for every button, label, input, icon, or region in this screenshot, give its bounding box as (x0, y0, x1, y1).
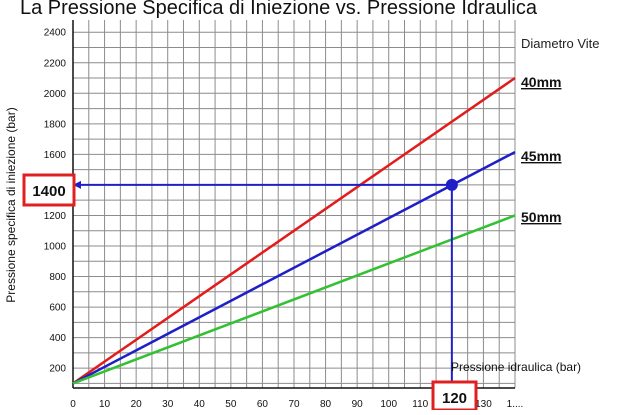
highlight-guides (73, 178, 458, 384)
y-highlight-label: 1400 (32, 183, 65, 200)
series-lines (72, 76, 516, 385)
x-tick-label: 80 (320, 399, 332, 410)
x-tick-label: 40 (194, 399, 206, 410)
y-tick-label: 400 (49, 333, 66, 344)
y-tick-label: 2400 (44, 28, 67, 39)
x-tick-label: 130 (475, 399, 492, 410)
legend-title: Diametro Vite (521, 36, 600, 51)
y-tick-label: 2000 (44, 89, 67, 100)
y-tick-label: 2200 (44, 58, 67, 69)
series-line-40mm (72, 76, 516, 385)
y-tick-label: 1000 (44, 241, 67, 252)
chart-title: La Pressione Specifica di Iniezione vs. … (20, 0, 538, 19)
x-tick-label: 90 (352, 399, 364, 410)
x-tick-label: 20 (131, 399, 143, 410)
series-label-50mm: 50mm (521, 209, 561, 225)
grid (73, 20, 516, 388)
y-highlight-box (22, 173, 76, 207)
y-tick-label: 600 (49, 303, 66, 314)
x-tick-label: 110 (412, 399, 428, 410)
x-tick-label: 10 (99, 399, 111, 410)
highlight-arrow-left (73, 180, 81, 189)
y-tick-label: 800 (49, 272, 66, 283)
y-axis-label: Pressione specifica di iniezione (bar) (4, 107, 18, 302)
series-label-45mm: 45mm (521, 148, 561, 164)
x-tick-label: 60 (257, 399, 269, 410)
x-axis-label: Pressione idraulica (bar) (451, 360, 581, 374)
series-line-50mm (72, 214, 516, 385)
x-tick-label: 1.... (507, 399, 524, 410)
x-tick-label: 50 (225, 399, 237, 410)
y-tick-label: 1600 (44, 150, 67, 161)
y-tick-label: 1800 (44, 119, 67, 130)
x-highlight-label: 120 (442, 390, 467, 407)
highlight-point (445, 178, 458, 191)
y-tick-label: 1200 (44, 211, 67, 222)
x-tick-label: 0 (70, 399, 76, 410)
series-label-40mm: 40mm (521, 74, 561, 90)
x-tick-label: 70 (288, 399, 300, 410)
x-tick-label: 30 (162, 399, 174, 410)
series-line-45mm (72, 150, 516, 385)
y-tick-label: 200 (49, 364, 66, 375)
x-tick-label: 100 (380, 399, 397, 410)
tick-labels: 2004006008001000120014001600180020002200… (44, 28, 524, 410)
